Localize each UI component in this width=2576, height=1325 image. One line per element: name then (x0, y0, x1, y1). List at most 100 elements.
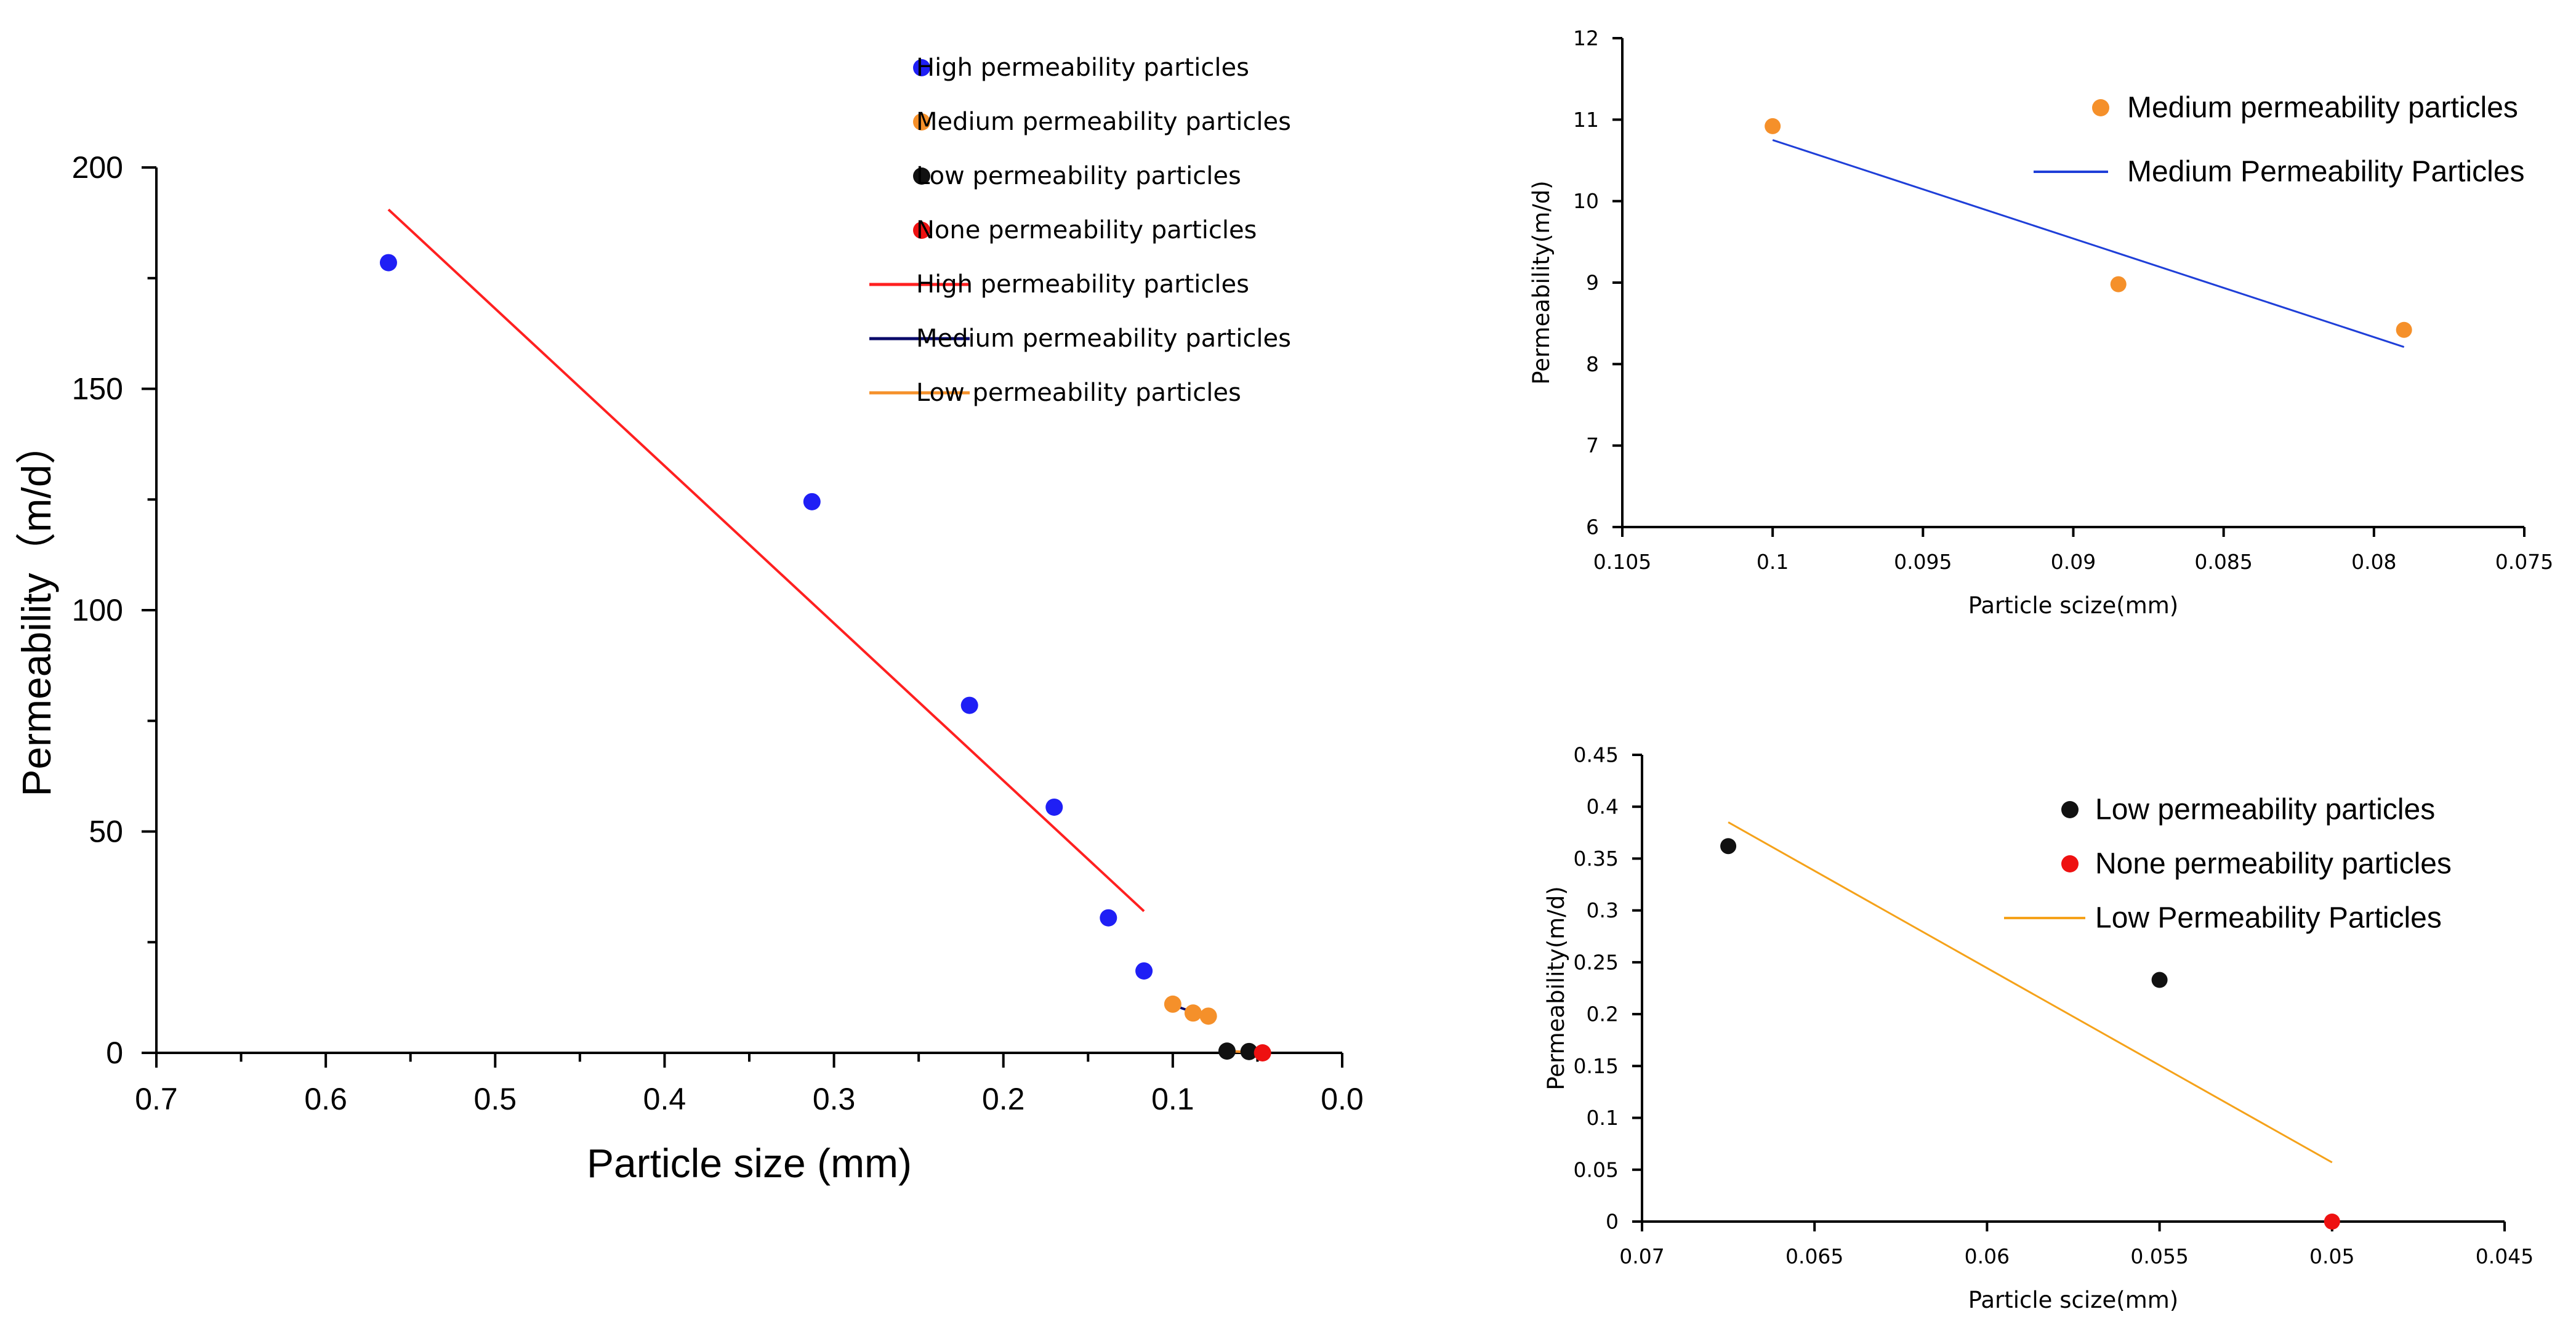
y-tick-label: 11 (1573, 108, 1599, 132)
y-tick-label: 100 (72, 593, 123, 627)
main-chart: 0.7 0.6 0.5 0.4 0.3 0.2 0.1 0.0 0 50 100 150 200 Part… (14, 54, 1364, 1186)
data-point (960, 696, 978, 714)
x-axis-label: Particle size (mm) (587, 1140, 912, 1186)
x-tick-label: 0.07 (1619, 1244, 1664, 1268)
y-tick-label: 8 (1586, 352, 1599, 376)
x-tick-label: 0.6 (304, 1082, 347, 1116)
legend-item: None permeability particles (913, 216, 1257, 244)
y-tick-label: 10 (1573, 189, 1599, 213)
legend-label: None permeability particles (916, 216, 1257, 244)
y-tick-label: 200 (72, 150, 123, 185)
data-point (2396, 321, 2412, 338)
data-point (379, 254, 397, 272)
y-tick-label: 0.2 (1587, 1002, 1619, 1026)
legend: Medium permeability particles Medium Perm… (2034, 92, 2525, 188)
y-tick-label: 0.05 (1574, 1158, 1619, 1182)
y-tick-label: 0.4 (1587, 795, 1619, 819)
legend-marker-swatch (2061, 855, 2079, 872)
y-axis-label: Permeability(m/d) (1528, 180, 1555, 384)
data-point (2324, 1214, 2340, 1230)
legend: Low permeability particles None permeabil… (2004, 794, 2452, 935)
data-point (1254, 1044, 1271, 1061)
legend-item: Medium permeability particles (2092, 92, 2518, 124)
x-tick-label: 0.06 (1965, 1244, 2010, 1268)
x-tick-label: 0.105 (1593, 550, 1651, 574)
data-point (1184, 1004, 1202, 1022)
legend-item: Medium permeability particles (869, 324, 1291, 353)
data-point (1199, 1007, 1217, 1025)
data-point (1164, 995, 1181, 1013)
legend-label: Medium permeability particles (2127, 92, 2518, 124)
x-tick-label: 0.085 (2194, 550, 2252, 574)
y-tick-label: 150 (72, 372, 123, 406)
x-tick-label: 0.7 (135, 1082, 178, 1116)
legend-item: Medium permeability particles (913, 108, 1291, 136)
legend-label: Medium permeability particles (916, 108, 1291, 136)
data-point (1240, 1042, 1258, 1060)
x-tick-label: 0.5 (474, 1082, 517, 1116)
legend-item: None permeability particles (2061, 848, 2452, 880)
data-point (1100, 909, 1117, 927)
legend-label: Medium permeability particles (916, 324, 1291, 353)
legend: High permeability particles Medium permea… (869, 54, 1291, 407)
legend-item: High permeability particles (913, 54, 1249, 82)
x-tick-label: 0.1 (1151, 1082, 1194, 1116)
legend-item: High permeability particles (869, 270, 1249, 299)
fit-line (1728, 821, 2333, 1164)
x-axis-label: Particle scize(mm) (1968, 592, 2179, 619)
data-point (2110, 276, 2127, 292)
legend-marker-swatch (913, 222, 930, 239)
data-point (1218, 1042, 1236, 1060)
x-axis-label: Particle scize(mm) (1968, 1287, 2179, 1313)
y-tick-label: 0.35 (1574, 847, 1619, 871)
legend-marker-swatch (2061, 801, 2079, 818)
bottom-right-chart: 0.07 0.065 0.06 0.055 0.05 0.045 0 0.05 0.1 0.15 0… (1543, 743, 2534, 1314)
y-axis-label: Permeability（m/d） (14, 424, 59, 796)
y-tick-label: 0.1 (1587, 1106, 1619, 1130)
legend-label: Low permeability particles (916, 379, 1241, 407)
y-tick-label: 7 (1586, 433, 1599, 457)
x-tick-label: 0.05 (2309, 1244, 2354, 1268)
legend-item: Low permeability particles (2061, 794, 2435, 826)
fit-line (1772, 139, 2405, 348)
legend-label: Low permeability particles (2095, 794, 2435, 826)
data-point (803, 493, 821, 510)
x-tick-label: 0.045 (2476, 1244, 2534, 1268)
x-tick-label: 0.2 (982, 1082, 1025, 1116)
legend-marker-swatch (913, 113, 930, 131)
data-point (1720, 838, 1737, 855)
x-tick-label: 0.09 (2051, 550, 2096, 574)
legend-item: Low permeability particles (913, 162, 1241, 190)
y-axis-label: Permeability(m/d) (1543, 886, 1569, 1090)
x-tick-label: 0.065 (1785, 1244, 1843, 1268)
y-tick-label: 0 (106, 1036, 123, 1070)
y-tick-label: 0.25 (1574, 950, 1619, 974)
y-tick-label: 6 (1586, 515, 1599, 539)
x-tick-label: 0.095 (1894, 550, 1952, 574)
data-point (1045, 798, 1063, 816)
legend-label: High permeability particles (916, 54, 1249, 82)
y-tick-label: 12 (1573, 26, 1599, 50)
legend-item: Low permeability particles (869, 379, 1241, 407)
y-tick-label: 0 (1606, 1210, 1619, 1234)
x-tick-label: 0.08 (2351, 550, 2396, 574)
top-right-chart: 0.105 0.1 0.095 0.09 0.085 0.08 0.075 6 7 8 9 10 11 1… (1528, 26, 2553, 619)
y-tick-label: 0.45 (1574, 743, 1619, 767)
data-point (1135, 962, 1153, 980)
data-point (1765, 118, 1781, 134)
legend-label: None permeability particles (2095, 848, 2452, 880)
y-tick-label: 0.3 (1587, 898, 1619, 922)
legend-label: Low permeability particles (916, 162, 1241, 190)
x-tick-label: 0.0 (1321, 1082, 1364, 1116)
x-tick-label: 0.4 (643, 1082, 686, 1116)
legend-marker-swatch (913, 167, 930, 185)
legend-item: Low Permeability Particles (2004, 902, 2442, 935)
legend-item: Medium Permeability Particles (2034, 156, 2525, 188)
x-tick-label: 0.075 (2495, 550, 2553, 574)
y-tick-label: 0.15 (1574, 1054, 1619, 1078)
legend-marker-swatch (913, 59, 930, 76)
legend-label: Low Permeability Particles (2095, 902, 2442, 935)
y-tick-label: 50 (89, 815, 123, 849)
x-tick-label: 0.3 (813, 1082, 856, 1116)
